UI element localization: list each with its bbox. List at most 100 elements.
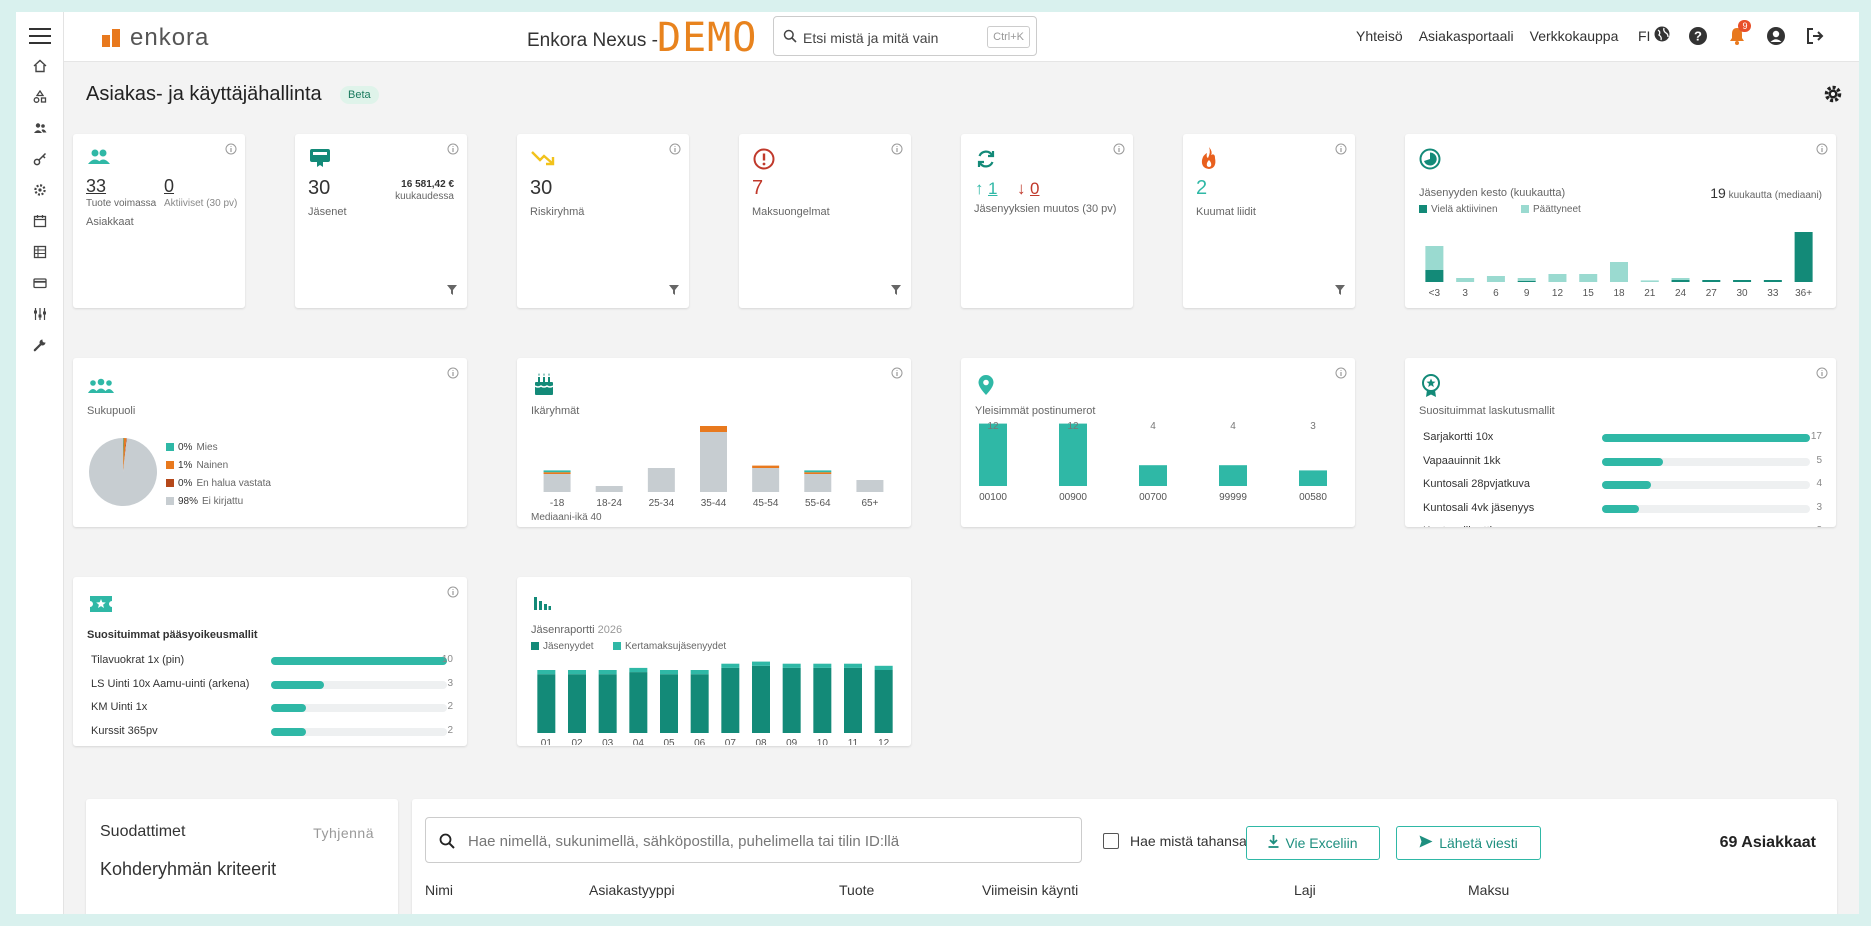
search-shortcut: Ctrl+K — [987, 26, 1030, 48]
language-selector[interactable]: FI — [1638, 24, 1671, 48]
age-tick-label: 65+ — [861, 498, 878, 509]
customer-count: 69 Asiakkaat — [1719, 834, 1816, 851]
age-tick-label: 55-64 — [805, 498, 831, 509]
wrench-icon[interactable] — [30, 335, 50, 355]
column-header-name[interactable]: Nimi — [425, 882, 453, 898]
card-customers[interactable]: 33 0 Tuote voimassa Aktiiviset (30 pv) A… — [73, 134, 245, 308]
beta-badge: Beta — [340, 86, 379, 104]
info-icon[interactable] — [891, 142, 903, 160]
pie-slice — [123, 438, 127, 472]
info-icon[interactable] — [447, 585, 459, 603]
user-account-icon[interactable] — [1764, 24, 1788, 48]
link-yhteiso[interactable]: Yhteisö — [1356, 28, 1403, 44]
filter-icon[interactable] — [891, 282, 901, 300]
info-icon[interactable] — [447, 142, 459, 160]
billing-row: Kuntosalikortti 3 — [1405, 522, 1836, 527]
settings-cog-icon[interactable] — [30, 180, 50, 200]
link-asiakasportaali[interactable]: Asiakasportaali — [1418, 28, 1514, 44]
notifications-bell-icon[interactable]: 9 — [1725, 20, 1752, 48]
alert-circle-icon — [753, 148, 775, 175]
postal-bar — [1299, 470, 1327, 486]
gender-legend-item: 0% Mies — [166, 438, 271, 456]
filter-icon[interactable] — [669, 282, 679, 300]
card-risk[interactable]: 30 Riskiryhmä — [517, 134, 689, 308]
duration-bar-active — [1763, 280, 1782, 282]
billing-bar-fill — [1602, 481, 1651, 489]
link-verkkokauppa[interactable]: Verkkokauppa — [1529, 28, 1619, 44]
calendar-icon[interactable] — [30, 211, 50, 231]
duration-bar-active — [1794, 232, 1813, 282]
age-bar — [752, 468, 780, 492]
billing-row: Kuntosali 4vk jäsenyys 3 — [1405, 499, 1836, 523]
filter-icon[interactable] — [1335, 282, 1345, 300]
report-title: Jäsenraportti 2026 — [531, 624, 623, 636]
gender-legend-item: 98% Ei kirjattu — [166, 492, 271, 510]
card-hot-leads[interactable]: 2 Kuumat liidit — [1183, 134, 1355, 308]
report-bar-single — [660, 670, 678, 675]
card-payment-problems[interactable]: 7 Maksuongelmat — [739, 134, 911, 308]
card-membership-change[interactable]: ↑ 1 ↓ 0 Jäsenyyksien muutos (30 pv) — [961, 134, 1133, 308]
membership-increase[interactable]: 1 — [988, 179, 998, 198]
column-header-sport[interactable]: Laji — [1294, 882, 1316, 898]
access-label: KM Uinti 1x — [91, 701, 148, 713]
hot-leads-count: 2 — [1196, 177, 1208, 199]
report-table-icon[interactable] — [30, 242, 50, 262]
column-header-customer-type[interactable]: Asiakastyyppi — [589, 882, 675, 898]
info-icon[interactable] — [225, 142, 237, 160]
card-gender: Sukupuoli 0% Mies 1% Nainen 0% En halua vasta… — [73, 358, 467, 527]
postal-bar — [979, 423, 1007, 486]
shapes-icon[interactable] — [30, 87, 50, 107]
global-search[interactable]: Etsi mistä ja mitä vain Ctrl+K — [773, 16, 1037, 56]
payment-problems-count: 7 — [752, 177, 764, 199]
customer-search-input[interactable]: Hae nimellä, sukunimellä, sähköpostilla,… — [425, 817, 1082, 863]
credit-card-icon[interactable] — [30, 273, 50, 293]
age-tick-label: 25-34 — [649, 498, 675, 509]
export-excel-button[interactable]: Vie Exceliin — [1246, 826, 1380, 860]
membership-decrease[interactable]: 0 — [1030, 179, 1040, 198]
duration-tick-label: 27 — [1706, 288, 1718, 299]
access-value: 2 — [447, 724, 453, 736]
column-header-payment[interactable]: Maksu — [1468, 882, 1510, 898]
enkora-logo[interactable]: enkora — [102, 24, 209, 52]
column-header-last-visit[interactable]: Viimeisin käynti — [982, 882, 1079, 898]
users-group-icon — [87, 148, 111, 171]
logout-icon[interactable] — [1803, 24, 1827, 48]
age-bar — [804, 474, 832, 492]
search-anywhere-checkbox[interactable] — [1103, 833, 1119, 849]
send-message-button[interactable]: Lähetä viesti — [1396, 826, 1541, 860]
info-icon[interactable] — [447, 366, 459, 384]
age-tick-label: 45-54 — [753, 498, 779, 509]
global-search-placeholder: Etsi mistä ja mitä vain — [803, 30, 939, 46]
info-icon[interactable] — [891, 366, 903, 384]
filter-icon[interactable] — [447, 282, 457, 300]
column-header-product[interactable]: Tuote — [839, 882, 875, 898]
svg-text:?: ? — [1694, 29, 1702, 44]
report-bar-single — [782, 663, 801, 668]
report-bar-single — [844, 663, 862, 668]
customers-active-count[interactable]: 0 — [164, 176, 175, 196]
clear-filters-button[interactable]: Tyhjennä — [313, 825, 374, 841]
card-members[interactable]: 30 16 581,42 € kuukaudessa Jäsenet — [295, 134, 467, 308]
help-icon[interactable]: ? — [1686, 24, 1710, 48]
home-icon[interactable] — [30, 56, 50, 76]
report-tick-label: 04 — [633, 738, 645, 745]
pie-slice — [123, 438, 124, 472]
info-icon[interactable] — [1816, 142, 1828, 160]
access-bar-fill — [271, 704, 307, 712]
key-icon[interactable] — [30, 149, 50, 169]
billing-value: 3 — [1816, 525, 1822, 527]
gender-title: Sukupuoli — [87, 405, 136, 417]
page-settings-gear-icon[interactable] — [1823, 84, 1843, 109]
info-icon[interactable] — [1335, 142, 1347, 160]
duration-median-label: kuukautta (mediaani) — [1728, 190, 1822, 201]
info-icon[interactable] — [1113, 142, 1125, 160]
customers-valid-count[interactable]: 33 — [86, 176, 107, 196]
info-icon[interactable] — [1816, 366, 1828, 384]
duration-chart: <3 3 6 9 12 15 18 21 24 27 30 33 36+ — [1425, 232, 1813, 299]
users-icon[interactable] — [30, 118, 50, 138]
info-icon[interactable] — [1335, 366, 1347, 384]
sliders-icon[interactable] — [30, 304, 50, 324]
billing-value: 3 — [1816, 501, 1822, 513]
menu-icon[interactable] — [29, 28, 51, 44]
info-icon[interactable] — [669, 142, 681, 160]
